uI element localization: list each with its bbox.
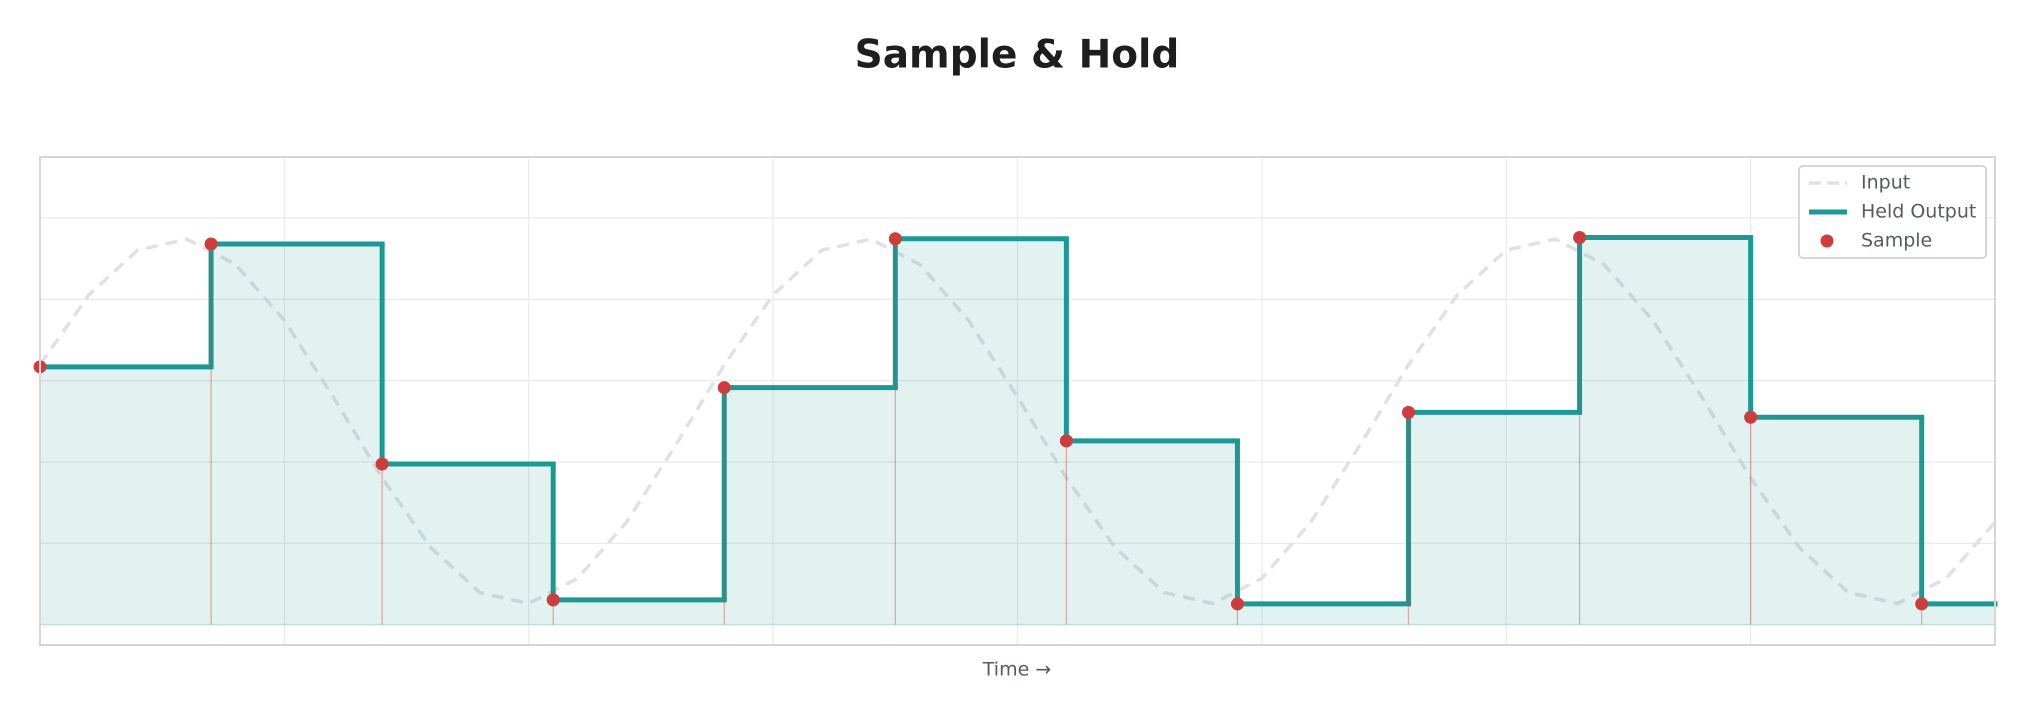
held-area (1750, 417, 1922, 625)
held-area (724, 387, 896, 625)
x-axis-label: Time → (982, 659, 1051, 681)
held-area (211, 244, 383, 625)
sample-point (204, 237, 218, 251)
held-area (1921, 603, 1995, 625)
held-area (1408, 412, 1580, 625)
held-area (1237, 603, 1409, 625)
plot-frame (39, 156, 1996, 646)
held-area (1066, 440, 1238, 625)
held-area (895, 238, 1067, 625)
held-area (1579, 237, 1751, 625)
sample-point (1402, 405, 1415, 419)
legend-label: Held Output (1861, 201, 1976, 223)
held-area (40, 366, 212, 625)
sample-point (375, 457, 389, 471)
legend-swatch (1820, 234, 1834, 248)
legend-label: Input (1861, 172, 1910, 194)
legend-box (1798, 165, 1987, 259)
sample-point (717, 381, 731, 395)
input-line (38, 237, 1997, 606)
sample-point (1915, 597, 1929, 611)
held-area (553, 599, 725, 625)
sample-point (1744, 410, 1758, 424)
chart-title: Sample & Hold (855, 33, 1180, 78)
sample-point (546, 593, 560, 607)
sample-point (1059, 434, 1073, 448)
legend-label: Sample (1861, 230, 1932, 252)
sample-point (1573, 231, 1587, 245)
held-area (382, 464, 554, 625)
sample-point (888, 232, 902, 246)
legend: Input Held Output Sample (1798, 165, 1987, 259)
sample-point (1230, 597, 1244, 611)
